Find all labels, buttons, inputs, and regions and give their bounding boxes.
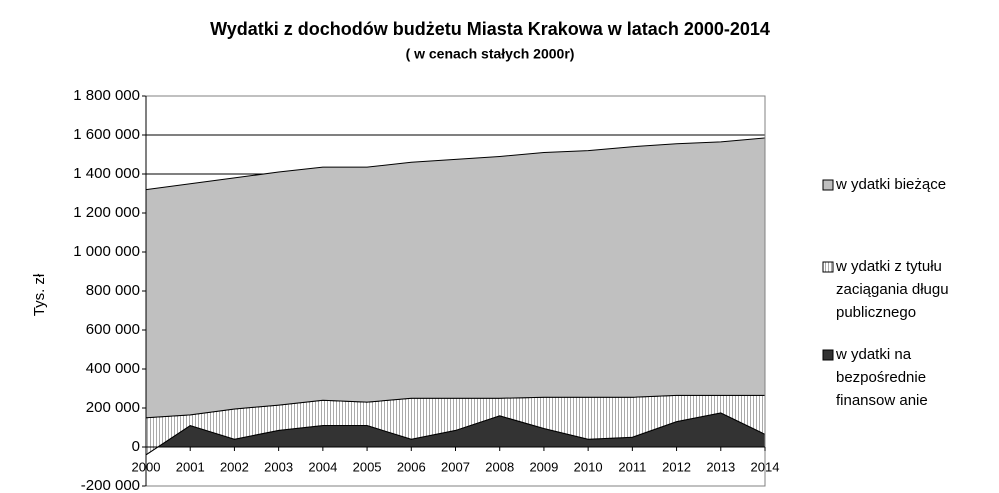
chart-title: Wydatki z dochodów budżetu Miasta Krakow…	[210, 19, 770, 39]
legend-label: w ydatki bieżące	[836, 176, 947, 193]
x-tick-label: 2001	[176, 459, 205, 474]
y-tick-label: 1 000 000	[73, 243, 140, 260]
y-tick-label: 1 200 000	[73, 204, 140, 221]
legend-swatch	[822, 179, 834, 191]
legend-label: w ydatki z tytułu zaciągania długu publi…	[836, 258, 949, 321]
x-tick-label: 2005	[353, 459, 382, 474]
x-tick-label: 2009	[529, 459, 558, 474]
legend-swatch	[822, 349, 834, 361]
x-tick-label: 2000	[132, 459, 161, 474]
y-tick-label: -200 000	[81, 477, 140, 493]
x-tick-label: 2008	[485, 459, 514, 474]
x-tick-label: 2003	[264, 459, 293, 474]
area	[145, 137, 766, 419]
x-tick-label: 2004	[308, 459, 337, 474]
x-tick-label: 2002	[220, 459, 249, 474]
x-tick-label: 2013	[706, 459, 735, 474]
chart-subtitle: ( w cenach stałych 2000r)	[406, 46, 575, 62]
y-tick-label: 1 600 000	[73, 126, 140, 143]
y-tick-label: 200 000	[86, 399, 140, 416]
y-axis-label: Tys. zł	[31, 273, 48, 316]
y-tick-label: 600 000	[86, 321, 140, 338]
y-tick-label: 400 000	[86, 360, 140, 377]
x-tick-label: 2006	[397, 459, 426, 474]
y-tick-label: 1 400 000	[73, 165, 140, 182]
legend-item: w ydatki bieżące	[836, 176, 947, 193]
y-tick-label: 0	[132, 438, 140, 455]
x-tick-label: 2010	[574, 459, 603, 474]
x-tick-label: 2007	[441, 459, 470, 474]
x-tick-label: 2012	[662, 459, 691, 474]
y-tick-label: 1 800 000	[73, 87, 140, 104]
x-tick-label: 2014	[751, 459, 780, 474]
legend-item: w ydatki z tytułu zaciągania długu publi…	[836, 258, 949, 321]
y-tick-label: 800 000	[86, 282, 140, 299]
legend-swatch	[822, 261, 834, 273]
legend-item: w ydatki na bezpośrednie finansow anie	[836, 346, 928, 409]
legend-label: w ydatki na bezpośrednie finansow anie	[836, 346, 928, 409]
x-tick-label: 2011	[618, 459, 646, 474]
